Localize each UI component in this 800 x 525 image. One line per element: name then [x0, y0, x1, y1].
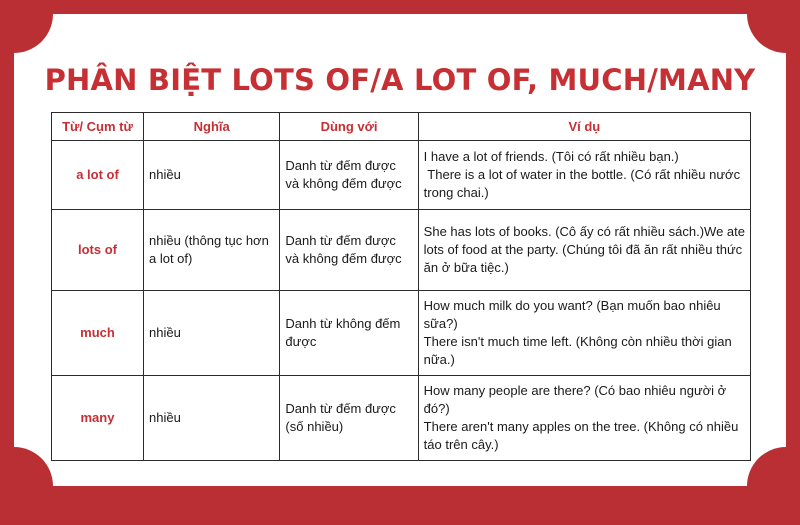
header-usage: Dùng với	[279, 112, 419, 141]
table-row: lots of nhiều (thông tục hơn a lot of) D…	[51, 209, 752, 291]
comparison-table: Từ/ Cụm từ Nghĩa Dùng với Ví dụ a lot of…	[51, 112, 752, 461]
examples-cell: How many people are there? (Có bao nhiêu…	[417, 375, 752, 461]
usage-cell: Danh từ đếm được và không đếm được	[279, 209, 419, 291]
usage-cell: Danh từ đếm được (số nhiều)	[279, 375, 419, 461]
corner-decoration	[0, 0, 53, 53]
term-cell: a lot of	[51, 140, 144, 210]
header-term: Từ/ Cụm từ	[51, 112, 144, 141]
example-text: There isn't much time left. (Không còn n…	[423, 334, 732, 367]
corner-decoration	[747, 447, 800, 525]
term-cell: many	[51, 375, 144, 461]
example-text: I have a lot of friends. (Tôi có rất nhi…	[423, 149, 679, 164]
corner-decoration	[0, 447, 53, 525]
example-text: She has lots of books. (Cô ấy có rất nhi…	[423, 224, 745, 275]
examples-cell: She has lots of books. (Cô ấy có rất nhi…	[417, 209, 752, 291]
example-text: How much milk do you want? (Bạn muốn bao…	[423, 298, 721, 331]
table-header-row: Từ/ Cụm từ Nghĩa Dùng với Ví dụ	[51, 112, 752, 141]
meaning-cell: nhiều	[142, 290, 281, 376]
table-row: much nhiều Danh từ không đếm được How mu…	[51, 290, 752, 376]
header-examples: Ví dụ	[417, 112, 752, 141]
usage-cell: Danh từ không đếm được	[279, 290, 419, 376]
example-text: There aren't many apples on the tree. (K…	[423, 419, 739, 452]
term-cell: much	[51, 290, 144, 376]
header-meaning: Nghĩa	[142, 112, 281, 141]
example-text: How many people are there? (Có bao nhiêu…	[423, 383, 727, 416]
page-title: PHÂN BIỆT LOTS OF/A LOT OF, MUCH/MANY	[44, 63, 756, 97]
table-row: a lot of nhiều Danh từ đếm được và không…	[51, 140, 752, 210]
examples-cell: I have a lot of friends. (Tôi có rất nhi…	[417, 140, 752, 210]
table-row: many nhiều Danh từ đếm được (số nhiều) H…	[51, 375, 752, 461]
usage-cell: Danh từ đếm được và không đếm được	[279, 140, 419, 210]
meaning-cell: nhiều (thông tục hơn a lot of)	[142, 209, 281, 291]
meaning-cell: nhiều	[142, 140, 281, 210]
example-text: There is a lot of water in the bottle. (…	[423, 167, 744, 200]
meaning-cell: nhiều	[142, 375, 281, 461]
examples-cell: How much milk do you want? (Bạn muốn bao…	[417, 290, 752, 376]
corner-decoration	[747, 0, 800, 53]
term-cell: lots of	[51, 209, 144, 291]
